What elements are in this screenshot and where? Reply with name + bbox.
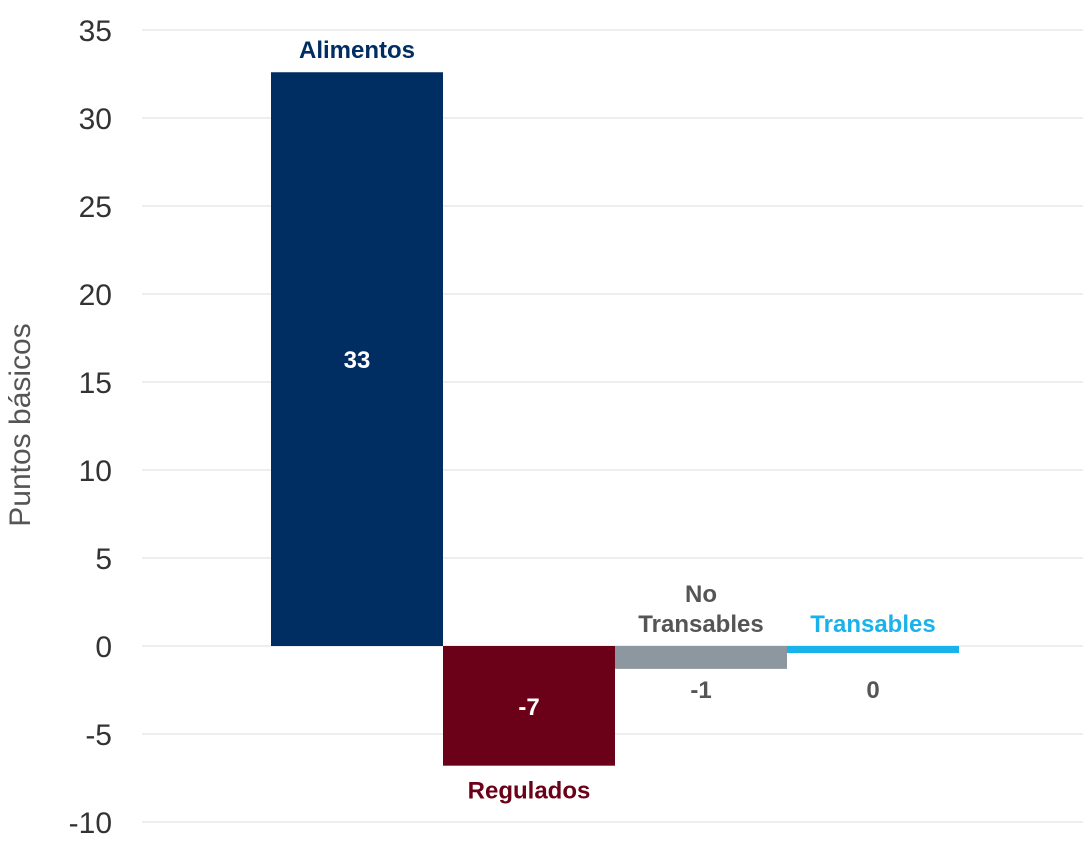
category-label: Transables bbox=[810, 611, 935, 638]
y-tick-label: 35 bbox=[79, 15, 112, 48]
y-tick-label: 25 bbox=[79, 191, 112, 224]
category-label: Alimentos bbox=[299, 37, 415, 64]
bar-regulados bbox=[443, 646, 615, 766]
y-tick-label: -5 bbox=[85, 719, 112, 752]
data-label: -1 bbox=[690, 677, 711, 704]
data-label: 0 bbox=[866, 677, 879, 704]
bar-transables bbox=[787, 646, 959, 654]
y-tick-label: 5 bbox=[95, 543, 112, 576]
y-tick-label: 10 bbox=[79, 455, 112, 488]
data-label: -7 bbox=[518, 694, 539, 721]
category-label: Regulados bbox=[468, 778, 591, 805]
bar-alimentos bbox=[271, 72, 443, 647]
y-axis-ticks: 35 30 25 20 15 10 5 0 -5 -10 bbox=[69, 15, 112, 840]
y-tick-label: 30 bbox=[79, 103, 112, 136]
y-tick-label: 15 bbox=[79, 367, 112, 400]
bar-no-transables bbox=[615, 646, 787, 669]
y-tick-label: -10 bbox=[69, 807, 112, 840]
y-axis-label: Puntos básicos bbox=[4, 323, 37, 526]
y-tick-label: 0 bbox=[95, 631, 112, 664]
labels: Alimentos 33 Regulados -7 No Transables -1 Tran… bbox=[299, 37, 936, 804]
y-tick-label: 20 bbox=[79, 279, 112, 312]
bars bbox=[271, 72, 959, 766]
data-label: 33 bbox=[344, 347, 371, 374]
category-label: No Transables bbox=[638, 581, 763, 638]
